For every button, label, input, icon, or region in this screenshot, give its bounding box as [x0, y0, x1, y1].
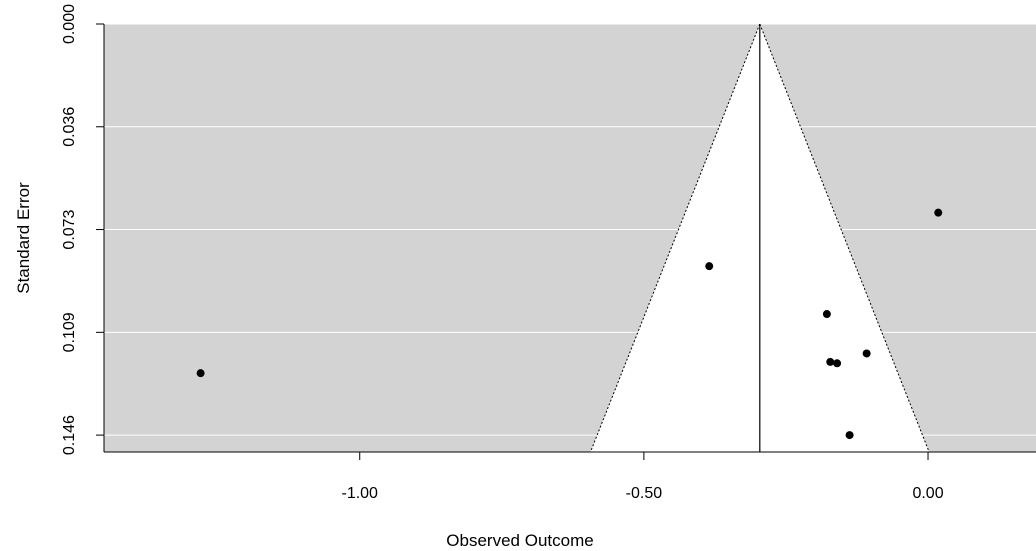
x-axis-title: Observed Outcome: [446, 531, 593, 550]
data-point: [862, 349, 871, 358]
data-point: [826, 357, 835, 366]
x-tick-label: -0.50: [626, 485, 663, 502]
x-tick-label: -1.00: [341, 485, 378, 502]
funnel-right-edge: [759, 23, 930, 453]
y-tick-label: 0.073: [61, 209, 78, 249]
data-point: [934, 208, 943, 217]
y-tick-label: 0.000: [61, 4, 78, 44]
plot-area: [104, 23, 1036, 453]
data-point: [833, 359, 842, 368]
y-axis-title: Standard Error: [14, 182, 33, 294]
y-tick-label: 0.036: [61, 107, 78, 147]
x-tick-label: 0.00: [912, 485, 943, 502]
funnel-left-edge: [589, 23, 761, 453]
y-tick-label: 0.109: [61, 312, 78, 352]
data-point: [705, 262, 714, 271]
axes: -1.00 -0.50 0.00 0.000 0.036 0.073 0.109 0.146: [61, 4, 1036, 502]
data-point: [196, 369, 205, 378]
data-point: [845, 431, 854, 440]
data-point: [822, 310, 831, 319]
y-tick-label: 0.146: [61, 415, 78, 455]
